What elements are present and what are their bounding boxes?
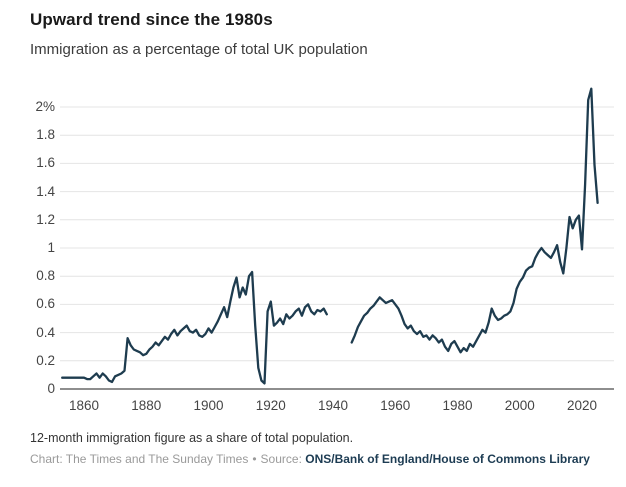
y-tick-label: 1 <box>47 240 55 255</box>
x-tick-label: 1920 <box>255 398 286 413</box>
x-tick-label: 2020 <box>566 398 598 413</box>
x-tick-label: 1960 <box>380 398 411 413</box>
immigration-trend-line <box>350 87 599 354</box>
chart-subtitle: Immigration as a percentage of total UK … <box>30 41 368 58</box>
x-axis: 1860 1880 1900 1920 1940 1960 1980 2000 2020 <box>68 398 598 413</box>
x-tick-label: 1860 <box>68 398 100 413</box>
y-tick-label: 0.2 <box>36 352 55 368</box>
y-tick-label: 1.2 <box>36 211 55 227</box>
y-tick-label: 0 <box>47 381 55 396</box>
y-tick-label: 1.4 <box>36 183 55 199</box>
footnote: 12-month immigration figure as a share o… <box>30 431 354 445</box>
y-tick-label: 2% <box>35 99 55 114</box>
x-tick-label: 1940 <box>317 398 349 413</box>
source-name: ONS/Bank of England/House of Commons Lib… <box>305 452 590 466</box>
credit-line: Chart: The Times and The Sunday Times • So… <box>30 452 590 466</box>
x-tick-label: 1880 <box>131 398 162 413</box>
y-tick-label: 0.4 <box>36 324 55 340</box>
credit-separator: • <box>252 452 257 466</box>
y-tick-label: 0.8 <box>36 268 55 284</box>
x-tick-label: 1980 <box>442 398 473 413</box>
y-tick-label: 1.8 <box>36 127 55 143</box>
x-tick-label: 1900 <box>193 398 224 413</box>
y-tick-label: 1.6 <box>36 155 55 171</box>
credit-prefix: Chart: The Times and The Sunday Times <box>30 452 249 466</box>
source-label: Source: <box>260 452 302 466</box>
x-tick-label: 2000 <box>504 398 535 413</box>
immigration-trend-line <box>61 270 328 385</box>
y-tick-label: 0.6 <box>36 296 55 312</box>
chart-title: Upward trend since the 1980s <box>30 10 273 29</box>
y-axis: 2% 1.8 1.6 1.4 1.2 1 0.8 0.6 0.4 0.2 0 <box>0 0 55 420</box>
